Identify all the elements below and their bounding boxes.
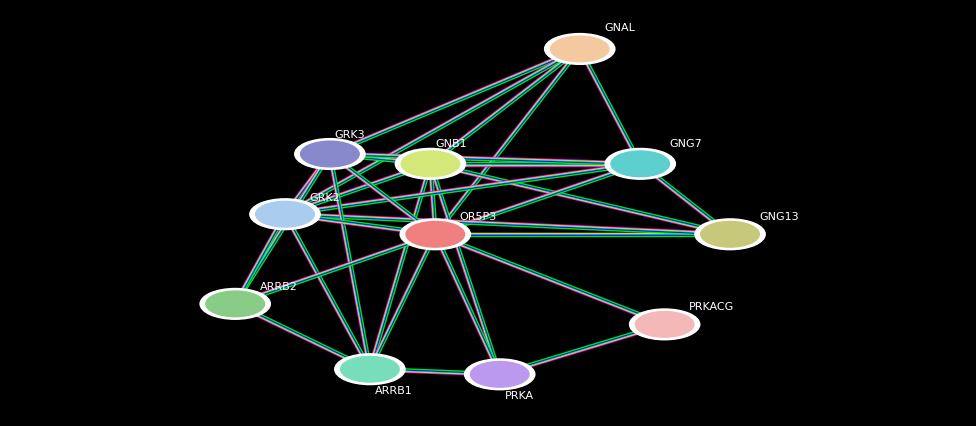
- Text: GNAL: GNAL: [604, 23, 635, 33]
- Circle shape: [401, 152, 460, 177]
- Circle shape: [301, 142, 359, 167]
- Circle shape: [400, 219, 470, 250]
- Text: GNB1: GNB1: [435, 139, 467, 149]
- Circle shape: [256, 202, 314, 227]
- Text: ARRB2: ARRB2: [260, 281, 298, 291]
- Circle shape: [701, 222, 759, 248]
- Text: PRKA: PRKA: [505, 390, 534, 400]
- Text: ARRB1: ARRB1: [375, 385, 413, 395]
- Text: GNG7: GNG7: [670, 139, 703, 149]
- Circle shape: [395, 149, 466, 180]
- Circle shape: [630, 309, 700, 340]
- Circle shape: [695, 219, 765, 250]
- Circle shape: [470, 362, 529, 387]
- Circle shape: [465, 359, 535, 390]
- Text: GNG13: GNG13: [759, 212, 799, 222]
- Circle shape: [206, 291, 264, 317]
- Circle shape: [335, 354, 405, 385]
- Circle shape: [250, 199, 320, 230]
- Circle shape: [200, 289, 270, 320]
- Text: GRK2: GRK2: [309, 193, 341, 203]
- Circle shape: [406, 222, 465, 248]
- Circle shape: [611, 152, 670, 177]
- Text: PRKACG: PRKACG: [689, 302, 734, 312]
- Circle shape: [635, 312, 694, 337]
- Text: OR5P3: OR5P3: [460, 212, 497, 222]
- Circle shape: [545, 35, 615, 65]
- Circle shape: [341, 357, 399, 382]
- Circle shape: [550, 37, 609, 63]
- Text: GRK3: GRK3: [335, 129, 365, 139]
- Circle shape: [295, 139, 365, 170]
- Circle shape: [605, 149, 675, 180]
